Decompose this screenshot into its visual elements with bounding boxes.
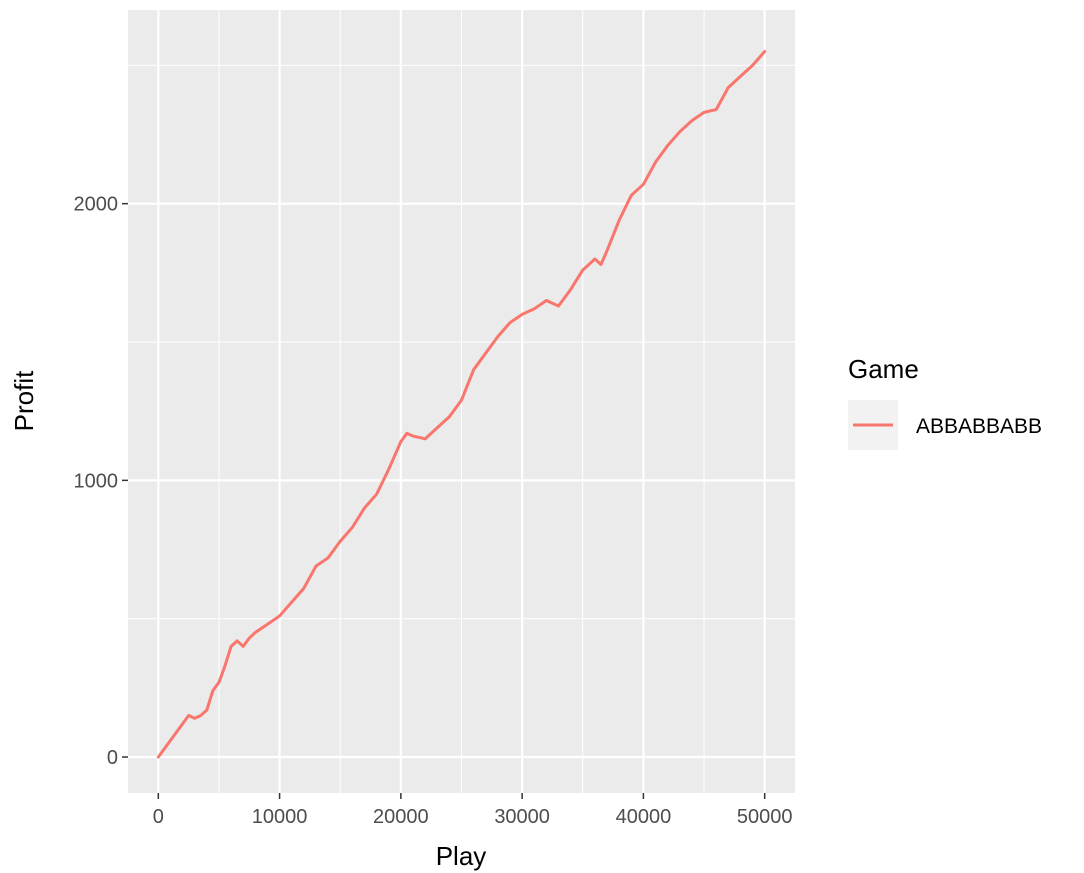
legend-title: Game: [848, 354, 919, 384]
legend: Game ABBABBABB: [848, 354, 1042, 450]
x-tick-label: 0: [153, 806, 164, 828]
x-tick-label: 50000: [737, 806, 793, 828]
y-axis-title: Profit: [9, 370, 39, 431]
y-tick-label: 1000: [74, 470, 119, 492]
x-axis-title: Play: [436, 841, 487, 871]
x-tick-label: 30000: [494, 806, 550, 828]
y-tick-label: 0: [107, 747, 118, 769]
tick-labels: 0 10000 20000 30000 40000 50000 0 1000 2000: [74, 194, 793, 828]
x-tick-label: 10000: [252, 806, 308, 828]
legend-label-abbabbabb: ABBABBABB: [916, 415, 1042, 438]
axis-ticks: [122, 202, 766, 799]
series-layer: [156, 50, 767, 759]
y-tick-label: 2000: [74, 194, 119, 216]
series-line-abbabbabb: [156, 50, 767, 759]
x-tick-label: 40000: [616, 806, 672, 828]
x-tick-label: 20000: [373, 806, 429, 828]
major-gridlines: [128, 10, 795, 793]
